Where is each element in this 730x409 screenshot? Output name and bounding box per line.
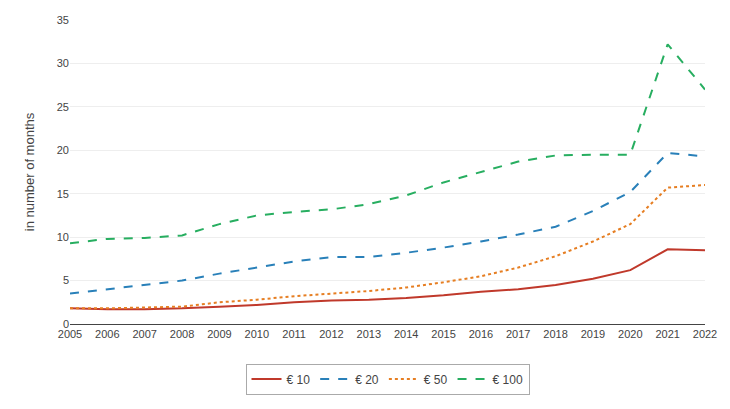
svg-text:0: 0 xyxy=(63,318,69,330)
svg-text:25: 25 xyxy=(57,101,69,113)
svg-text:20: 20 xyxy=(57,144,69,156)
svg-text:2018: 2018 xyxy=(543,328,567,340)
svg-text:2006: 2006 xyxy=(95,328,119,340)
svg-text:2016: 2016 xyxy=(469,328,493,340)
svg-text:2015: 2015 xyxy=(431,328,455,340)
svg-text:2020: 2020 xyxy=(618,328,642,340)
svg-text:2019: 2019 xyxy=(581,328,605,340)
svg-text:€ 10: € 10 xyxy=(287,373,311,387)
svg-text:2005: 2005 xyxy=(58,328,82,340)
svg-text:€ 100: € 100 xyxy=(493,373,523,387)
svg-text:15: 15 xyxy=(57,188,69,200)
svg-text:35: 35 xyxy=(57,14,69,26)
svg-text:2013: 2013 xyxy=(357,328,381,340)
svg-text:2009: 2009 xyxy=(207,328,231,340)
svg-text:2012: 2012 xyxy=(319,328,343,340)
svg-text:€ 20: € 20 xyxy=(355,373,379,387)
svg-text:2011: 2011 xyxy=(282,328,306,340)
svg-text:2010: 2010 xyxy=(245,328,269,340)
svg-text:10: 10 xyxy=(57,231,69,243)
svg-text:5: 5 xyxy=(63,274,69,286)
svg-text:2022: 2022 xyxy=(693,328,717,340)
svg-text:2007: 2007 xyxy=(132,328,156,340)
svg-text:30: 30 xyxy=(57,57,69,69)
svg-text:2017: 2017 xyxy=(506,328,530,340)
svg-text:2014: 2014 xyxy=(394,328,418,340)
svg-text:2021: 2021 xyxy=(655,328,679,340)
svg-text:2008: 2008 xyxy=(170,328,194,340)
svg-text:in number of months: in number of months xyxy=(22,112,37,231)
svg-text:€ 50: € 50 xyxy=(424,373,448,387)
